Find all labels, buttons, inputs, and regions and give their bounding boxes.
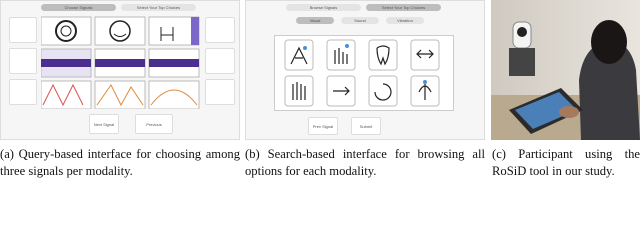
side-button[interactable]	[9, 48, 37, 74]
subtab[interactable]: Vibration	[386, 17, 424, 24]
icons	[284, 39, 440, 107]
side-button[interactable]	[205, 48, 235, 74]
subtab[interactable]: Sound	[341, 17, 379, 24]
tab[interactable]: Choose Signals	[41, 4, 116, 11]
button[interactable]: Prev Signal	[308, 117, 338, 135]
signal-grid	[41, 16, 200, 109]
tab[interactable]: Browse Signals	[286, 4, 361, 11]
caption: (b) Search-based interface for browsing …	[245, 147, 485, 178]
side-button[interactable]	[9, 17, 37, 43]
side-button[interactable]	[205, 79, 235, 105]
participant-photo	[491, 0, 640, 140]
caption: (a) Query-based interface for choosing a…	[0, 147, 240, 178]
icon-grid	[274, 35, 454, 111]
side-button[interactable]	[205, 17, 235, 43]
query-interface: Choose Signals Select Your Top Choices N…	[0, 0, 240, 140]
search-interface: Browse Signals Select Your Top Choices V…	[245, 0, 485, 140]
button[interactable]: Submit	[351, 117, 381, 135]
button[interactable]: Next Signal	[89, 114, 119, 134]
button[interactable]: Previous	[135, 114, 173, 134]
side-button[interactable]	[9, 79, 37, 105]
subtab[interactable]: Visual	[296, 17, 334, 24]
page: Choose Signals Select Your Top Choices N…	[0, 0, 640, 178]
tab[interactable]: Select Your Top Choices	[121, 4, 196, 11]
caption: (c) Participant using the RoSiD tool in …	[492, 147, 640, 178]
tab[interactable]: Select Your Top Choices	[366, 4, 441, 11]
